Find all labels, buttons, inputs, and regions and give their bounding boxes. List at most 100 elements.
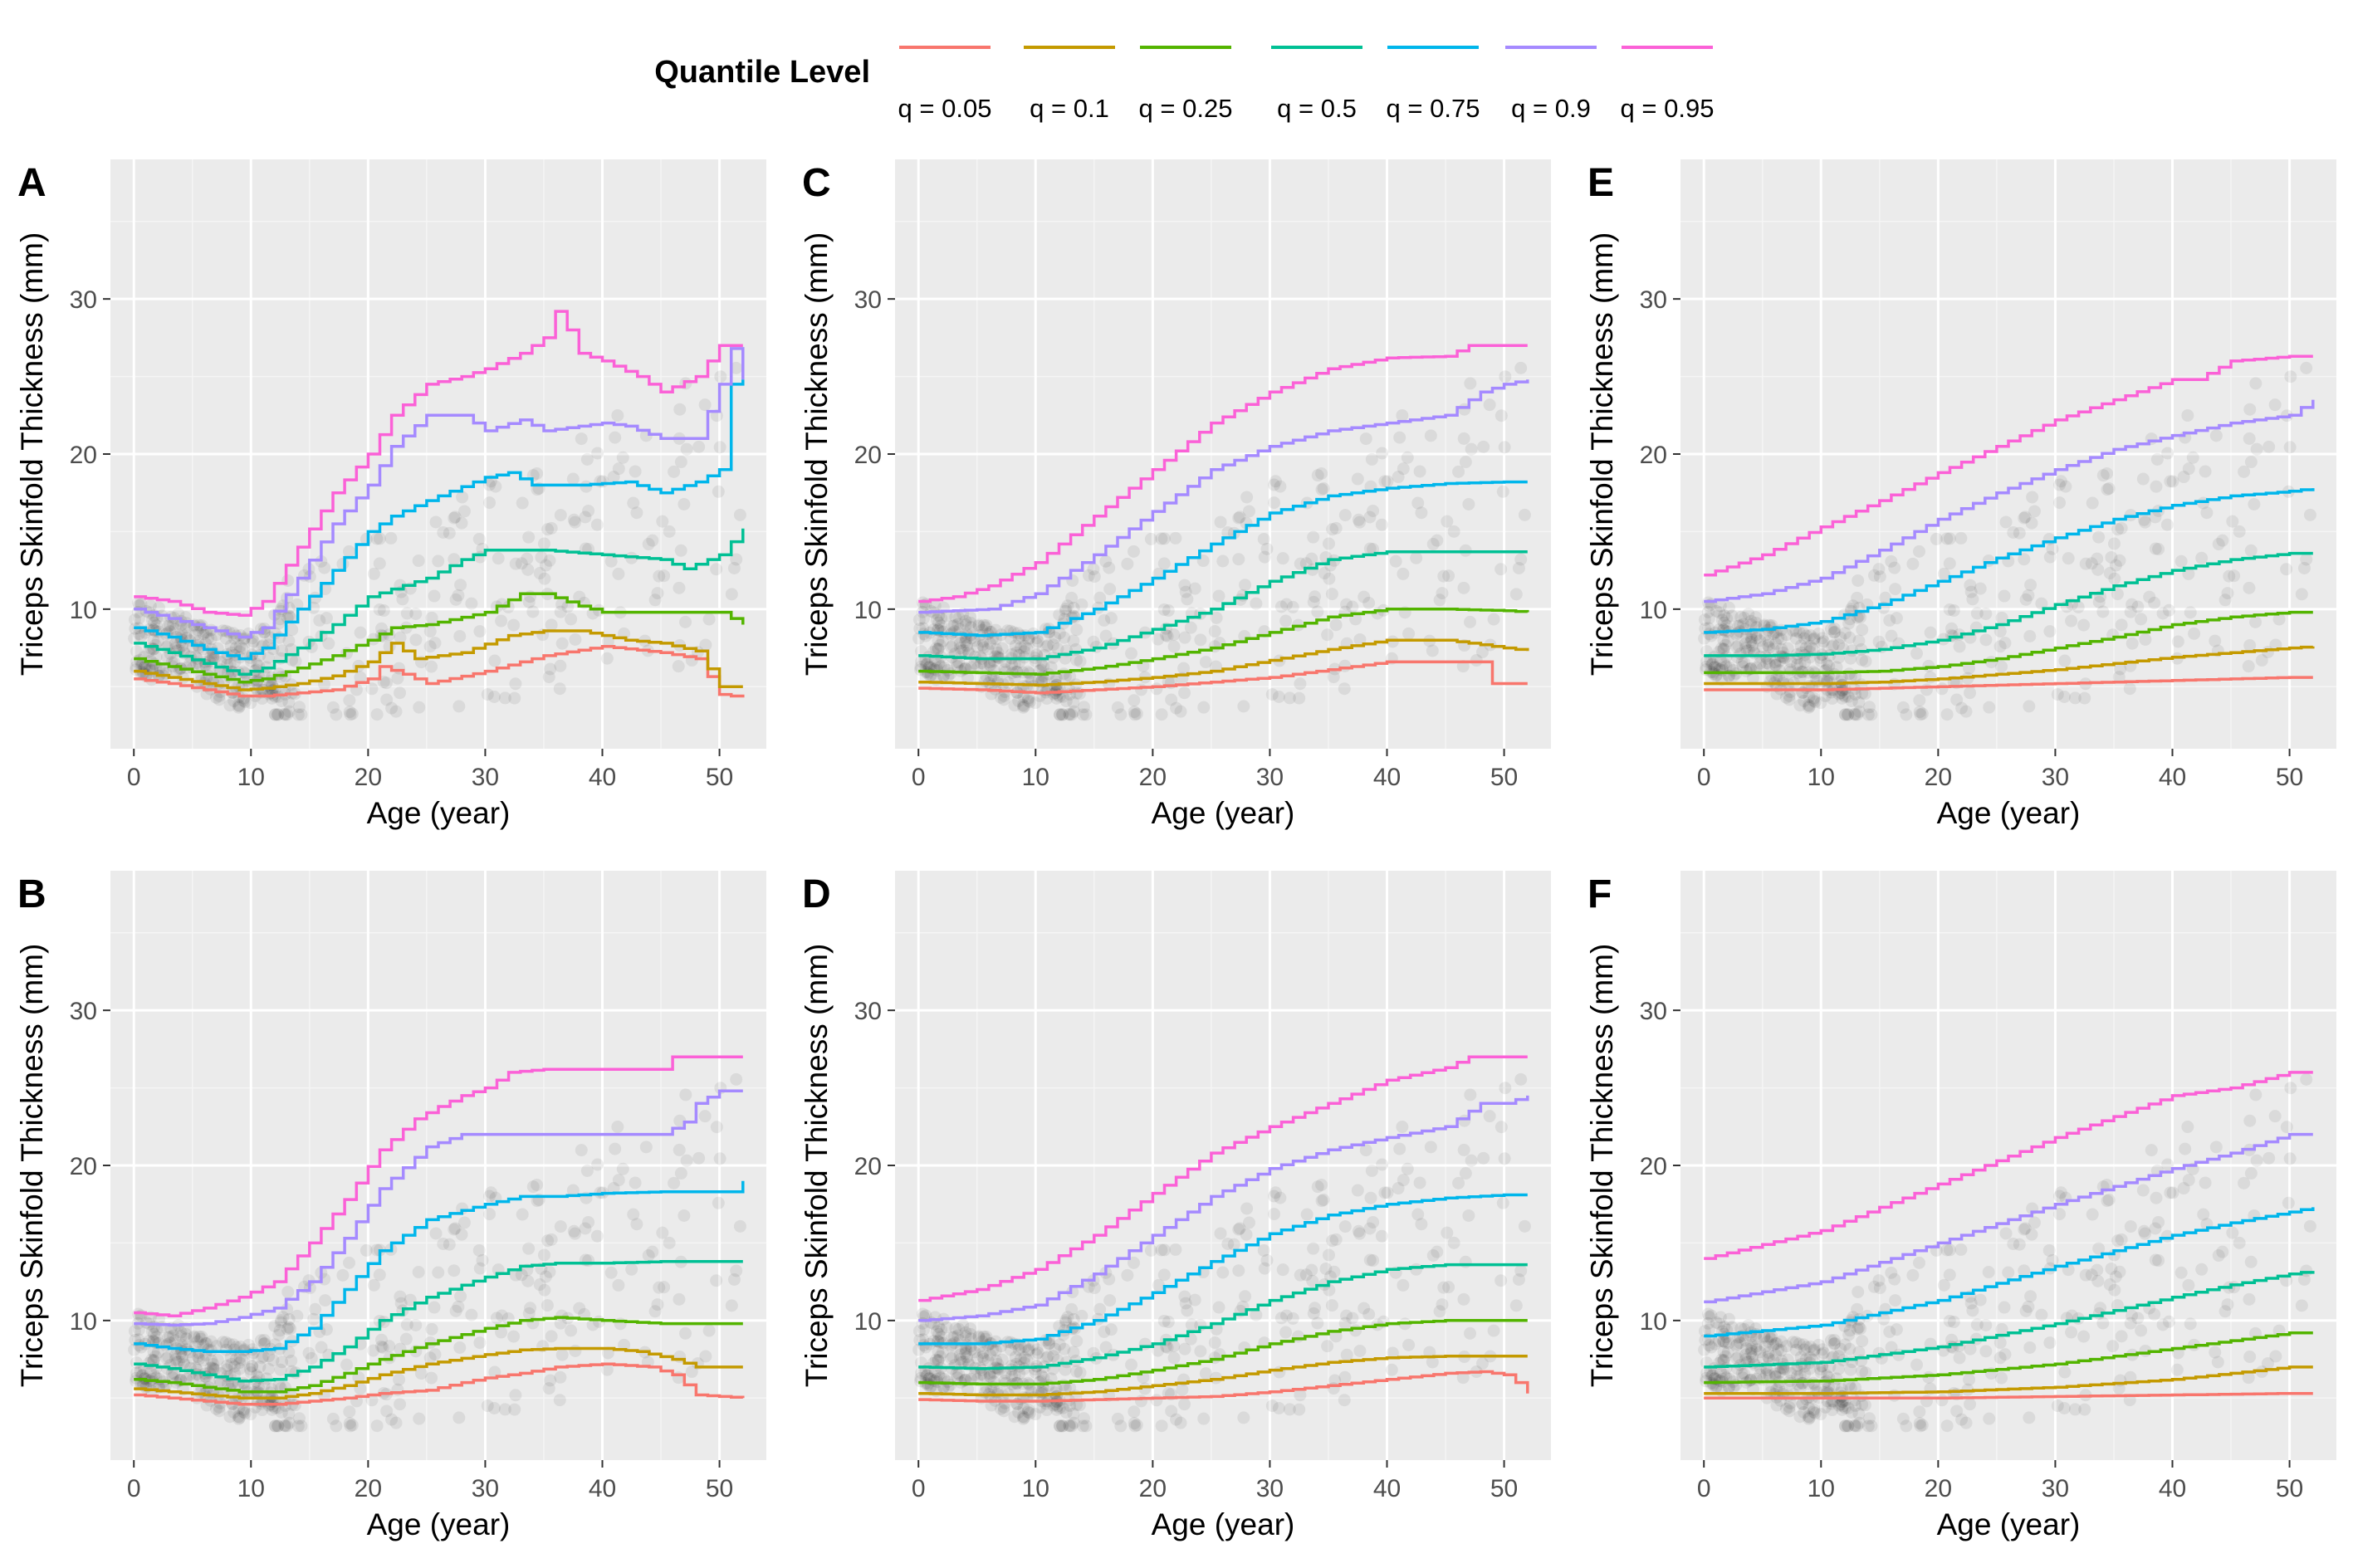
observation-point [305, 1351, 318, 1365]
observation-point [976, 635, 990, 648]
observation-point [1783, 1396, 1797, 1409]
observation-point [1843, 631, 1856, 644]
observation-point [575, 432, 588, 446]
observation-point [1020, 1353, 1034, 1366]
observation-point [490, 1312, 503, 1325]
observation-point [1774, 1335, 1788, 1348]
observation-point [1789, 1336, 1803, 1349]
observation-point [959, 1347, 972, 1360]
observation-point [135, 598, 148, 611]
observation-point [2243, 1292, 2256, 1306]
observation-point [1725, 609, 1739, 623]
observation-point [284, 611, 297, 624]
observation-point [276, 1311, 290, 1324]
observation-point [1803, 701, 1816, 714]
observation-point [2216, 1245, 2229, 1258]
observation-point [1791, 658, 1804, 672]
observation-point [1879, 591, 1892, 604]
quantile-line-0.9 [134, 347, 745, 639]
observation-point [1744, 614, 1758, 628]
observation-point [1088, 1282, 1101, 1295]
observation-point [955, 1356, 968, 1369]
observation-point [1035, 674, 1049, 687]
observation-point [1021, 694, 1035, 707]
panel-label: B [17, 872, 46, 916]
observation-point [367, 567, 380, 580]
observation-point [983, 1370, 996, 1383]
observation-point [565, 1324, 578, 1337]
observation-point [627, 496, 640, 510]
observation-point [674, 544, 687, 557]
observation-point [227, 1405, 241, 1419]
observation-point [1294, 557, 1307, 570]
observation-point [733, 1219, 746, 1233]
observation-point [1012, 1343, 1025, 1356]
observation-point [1294, 1268, 1307, 1282]
observation-point [413, 1412, 426, 1425]
observation-point [214, 1376, 227, 1390]
observation-point [591, 447, 604, 460]
observation-point [2143, 590, 2156, 603]
observation-point [1807, 1405, 1820, 1419]
observation-point [1808, 1403, 1821, 1416]
observation-point [1014, 641, 1027, 654]
observation-point [977, 641, 991, 654]
observation-point [1749, 1340, 1763, 1353]
observation-point [1760, 1368, 1773, 1381]
legend-key-label: q = 0.1 [1030, 94, 1109, 123]
observation-point [573, 1302, 586, 1315]
observation-point [964, 611, 977, 624]
observation-point [1364, 1191, 1377, 1204]
observation-point [1838, 1338, 1852, 1351]
observation-point [1013, 1367, 1026, 1380]
observation-point [971, 641, 984, 654]
observation-point [1723, 601, 1736, 614]
observation-point [673, 1292, 686, 1306]
observation-point [1099, 1341, 1113, 1354]
observation-point [629, 465, 642, 478]
observation-point [964, 1327, 977, 1341]
observation-point [2184, 1317, 2197, 1331]
observation-point [2102, 482, 2116, 496]
observation-point [656, 515, 669, 528]
observation-point [1754, 1346, 1767, 1359]
observation-point [1953, 640, 1966, 653]
observation-point [1328, 1265, 1341, 1278]
observation-point [375, 622, 389, 635]
panel-label: A [17, 161, 46, 205]
observation-point [2148, 1307, 2161, 1321]
observation-point [412, 1266, 425, 1279]
observation-point [1814, 696, 1827, 710]
observation-point [2086, 1208, 2099, 1221]
observation-point [1159, 628, 1172, 642]
observation-point [1098, 613, 1111, 627]
observation-point [1114, 1419, 1128, 1433]
observation-point [1849, 708, 1862, 721]
observation-point [1721, 634, 1734, 647]
observation-point [1375, 518, 1388, 531]
quantile-line-0.25 [918, 1319, 1528, 1386]
observation-point [1803, 640, 1817, 653]
observation-point [198, 1336, 212, 1350]
observation-point [935, 612, 948, 625]
observation-point [1715, 1353, 1728, 1366]
observation-point [1169, 1243, 1182, 1256]
observation-point [1720, 660, 1733, 673]
observation-point [145, 1325, 159, 1338]
observation-point [229, 1352, 242, 1365]
observation-point [488, 654, 501, 667]
observation-point [607, 471, 620, 484]
observation-point [453, 629, 467, 642]
observation-point [1165, 1404, 1178, 1418]
observation-point [176, 672, 189, 685]
observation-point [1883, 1325, 1896, 1338]
observation-point [509, 1268, 522, 1282]
observation-point [956, 1319, 970, 1332]
observation-point [2150, 480, 2163, 493]
observation-point [972, 1330, 986, 1343]
observation-point [281, 1322, 294, 1336]
observation-point [1761, 638, 1774, 652]
observation-point [1914, 1419, 1927, 1433]
observation-point [2066, 1309, 2079, 1322]
observation-point [1867, 1280, 1881, 1293]
